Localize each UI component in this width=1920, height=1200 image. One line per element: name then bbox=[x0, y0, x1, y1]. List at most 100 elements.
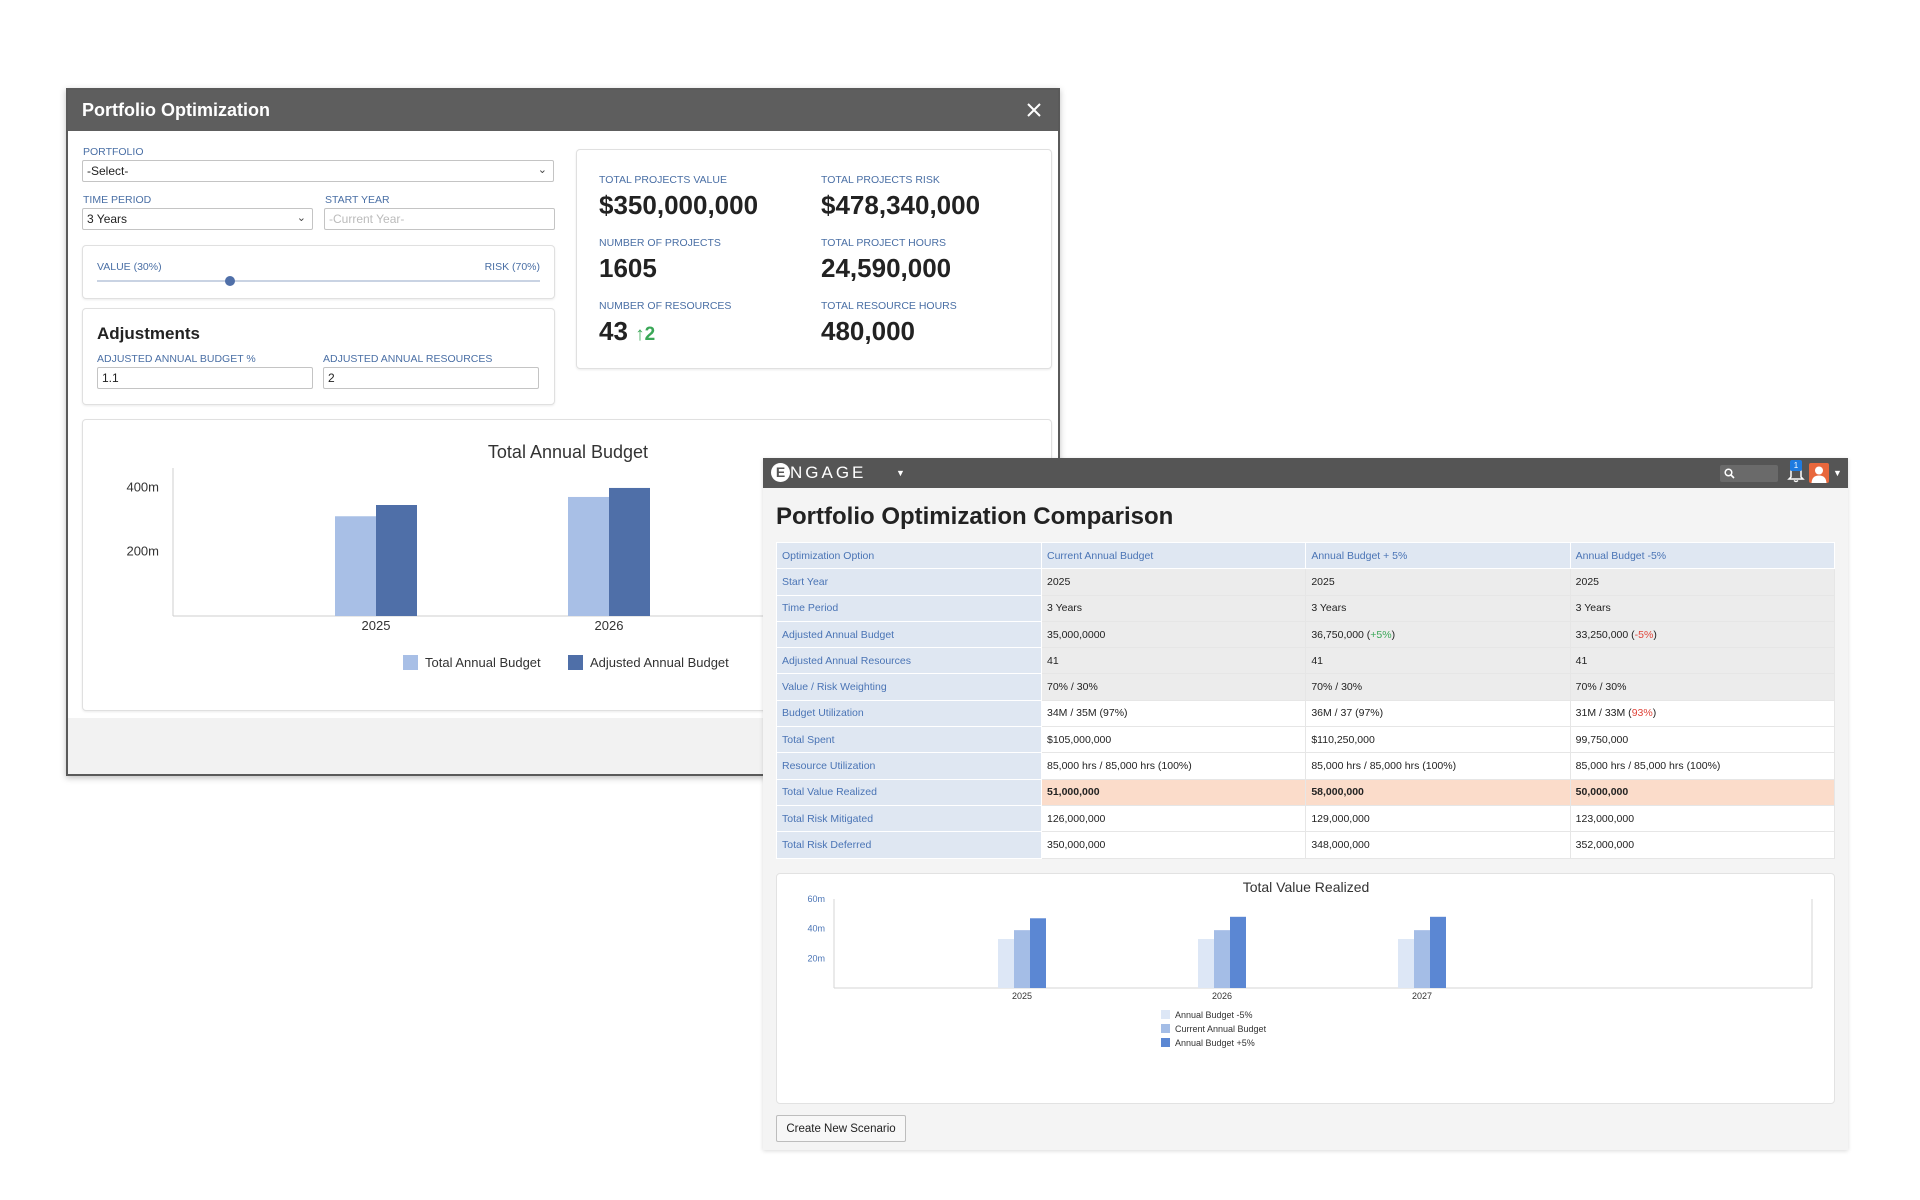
dialog-title: Portfolio Optimization bbox=[82, 100, 270, 120]
row-label: Total Value Realized bbox=[776, 778, 1042, 806]
legend-swatch bbox=[1161, 1010, 1170, 1019]
stat-label: TOTAL RESOURCE HOURS bbox=[821, 300, 957, 312]
table-cell: 70% / 30% bbox=[1569, 673, 1836, 701]
table-cell: 348,000,000 bbox=[1305, 831, 1571, 859]
table-row: Adjusted Annual Resources 41 41 41 bbox=[776, 647, 1836, 675]
chevron-down-icon: ⌄ bbox=[537, 164, 547, 176]
legend-label: Adjusted Annual Budget bbox=[590, 655, 729, 670]
create-new-scenario-button[interactable]: Create New Scenario bbox=[776, 1115, 906, 1142]
portfolio-select[interactable]: -Select- ⌄ bbox=[82, 160, 554, 182]
engage-logo[interactable]: E NGAGE bbox=[771, 463, 866, 483]
budget-chart: Total Annual Budget 200m 400m 2025 2026 Total… bbox=[126, 442, 1053, 670]
notification-badge: 1 bbox=[1790, 460, 1802, 471]
table-cell: 3 Years bbox=[1569, 594, 1836, 622]
table-header: Optimization Option bbox=[776, 541, 1042, 570]
bar bbox=[1430, 916, 1446, 988]
cell-text: 33,250,000 ( bbox=[1575, 628, 1635, 641]
x-tick-label: 2025 bbox=[1012, 991, 1032, 1001]
table-cell: 35,000,0000 bbox=[1040, 620, 1307, 649]
row-label: Total Risk Mitigated bbox=[776, 804, 1042, 833]
time-period-label: TIME PERIOD bbox=[83, 194, 152, 206]
bar bbox=[568, 496, 609, 616]
table-cell: 85,000 hrs / 85,000 hrs (100%) bbox=[1569, 752, 1836, 780]
portfolio-label: PORTFOLIO bbox=[83, 146, 144, 158]
search-input[interactable] bbox=[1720, 465, 1778, 482]
table-cell: 2025 bbox=[1305, 568, 1571, 596]
adjusted-resources-value: 2 bbox=[328, 371, 335, 385]
adjusted-resources-input[interactable]: 2 bbox=[323, 367, 539, 389]
caret-down-icon[interactable]: ▼ bbox=[1833, 468, 1842, 478]
table-row: Total Risk Mitigated 126,000,000 129,000… bbox=[776, 804, 1836, 833]
bar bbox=[1198, 939, 1214, 988]
weighting-slider-thumb[interactable] bbox=[224, 276, 235, 286]
table-cell: $110,250,000 bbox=[1305, 726, 1571, 754]
start-year-input[interactable]: -Current Year- bbox=[324, 208, 555, 230]
row-label: Start Year bbox=[776, 568, 1042, 596]
total-projects-risk: $478,340,000 bbox=[821, 190, 981, 220]
number-of-resources-value: 43 bbox=[599, 316, 628, 346]
x-tick-label: 2027 bbox=[1412, 991, 1432, 1001]
total-resource-hours: 480,000 bbox=[821, 316, 915, 346]
value-chart: Total Value Realized 20m 40m 60m 2025 2026 202… bbox=[807, 879, 1813, 1048]
start-year-placeholder: -Current Year- bbox=[329, 212, 405, 226]
y-tick-label: 400m bbox=[126, 479, 159, 494]
table-cell: 70% / 30% bbox=[1040, 673, 1307, 701]
chart-title: Total Annual Budget bbox=[488, 442, 648, 462]
table-cell: 129,000,000 bbox=[1305, 804, 1571, 833]
adjusted-budget-input[interactable]: 1.1 bbox=[97, 367, 313, 389]
table-row: Total Spent $105,000,000 $110,250,000 99… bbox=[776, 726, 1836, 754]
arrow-up-icon: ↑ bbox=[635, 324, 645, 345]
cell-text: 36,750,000 ( bbox=[1311, 628, 1371, 641]
user-avatar-icon[interactable] bbox=[1809, 463, 1829, 483]
table-cell: 41 bbox=[1569, 647, 1836, 675]
x-tick-label: 2025 bbox=[362, 618, 391, 633]
table-cell: 41 bbox=[1305, 647, 1571, 675]
search-icon bbox=[1724, 466, 1735, 482]
bar bbox=[335, 516, 376, 616]
stat-label: TOTAL PROJECTS VALUE bbox=[599, 174, 727, 186]
caret-down-icon[interactable]: ▼ bbox=[896, 468, 905, 478]
y-tick-label: 200m bbox=[126, 544, 159, 559]
start-year-label: START YEAR bbox=[325, 194, 390, 206]
adjusted-resources-label: ADJUSTED ANNUAL RESOURCES bbox=[323, 353, 493, 365]
x-tick-label: 2026 bbox=[595, 618, 624, 633]
bar bbox=[1398, 939, 1414, 988]
number-of-projects: 1605 bbox=[599, 253, 657, 283]
close-icon[interactable] bbox=[1022, 98, 1046, 122]
value-weight-label: VALUE (30%) bbox=[97, 261, 162, 273]
table-row: Start Year 2025 2025 2025 bbox=[776, 568, 1836, 596]
row-label: Adjusted Annual Budget bbox=[776, 620, 1042, 649]
resources-change: 2 bbox=[644, 324, 656, 345]
legend-label: Annual Budget +5% bbox=[1175, 1038, 1255, 1048]
table-row: Budget Utilization 34M / 35M (97%) 36M /… bbox=[776, 699, 1836, 728]
table-cell: 36M / 37 (97%) bbox=[1305, 699, 1571, 728]
top-navbar: E NGAGE ▼ 1 ▼ bbox=[763, 458, 1848, 488]
stat-label: NUMBER OF PROJECTS bbox=[599, 237, 721, 249]
bar bbox=[998, 939, 1014, 988]
cell-text: 31M / 33M ( bbox=[1575, 707, 1632, 720]
table-cell: 51,000,000 bbox=[1040, 778, 1307, 806]
table-cell: 85,000 hrs / 85,000 hrs (100%) bbox=[1040, 752, 1307, 780]
bar bbox=[1214, 930, 1230, 988]
change-indicator: -5% bbox=[1634, 628, 1654, 641]
row-label: Total Spent bbox=[776, 726, 1042, 754]
time-period-value: 3 Years bbox=[87, 212, 128, 226]
table-cell: 33,250,000 (-5%) bbox=[1569, 620, 1836, 649]
time-period-select[interactable]: 3 Years ⌄ bbox=[82, 208, 313, 230]
row-label: Value / Risk Weighting bbox=[776, 673, 1042, 701]
table-cell: 123,000,000 bbox=[1569, 804, 1836, 833]
bar bbox=[376, 505, 417, 616]
table-row: Adjusted Annual Budget 35,000,0000 36,75… bbox=[776, 620, 1836, 649]
stat-label: NUMBER OF RESOURCES bbox=[599, 300, 732, 312]
table-cell: 70% / 30% bbox=[1305, 673, 1571, 701]
weighting-card: VALUE (30%) RISK (70%) bbox=[82, 245, 555, 299]
logo-text: NGAGE bbox=[790, 463, 867, 482]
table-cell: $105,000,000 bbox=[1040, 726, 1307, 754]
y-tick-label: 20m bbox=[807, 953, 825, 963]
legend-swatch bbox=[403, 655, 418, 670]
weighting-slider-track[interactable] bbox=[97, 280, 540, 282]
legend-label: Current Annual Budget bbox=[1175, 1024, 1267, 1034]
legend-swatch bbox=[568, 655, 583, 670]
comparison-table: Optimization Option Current Annual Budge… bbox=[776, 541, 1836, 859]
table-cell: 41 bbox=[1040, 647, 1307, 675]
